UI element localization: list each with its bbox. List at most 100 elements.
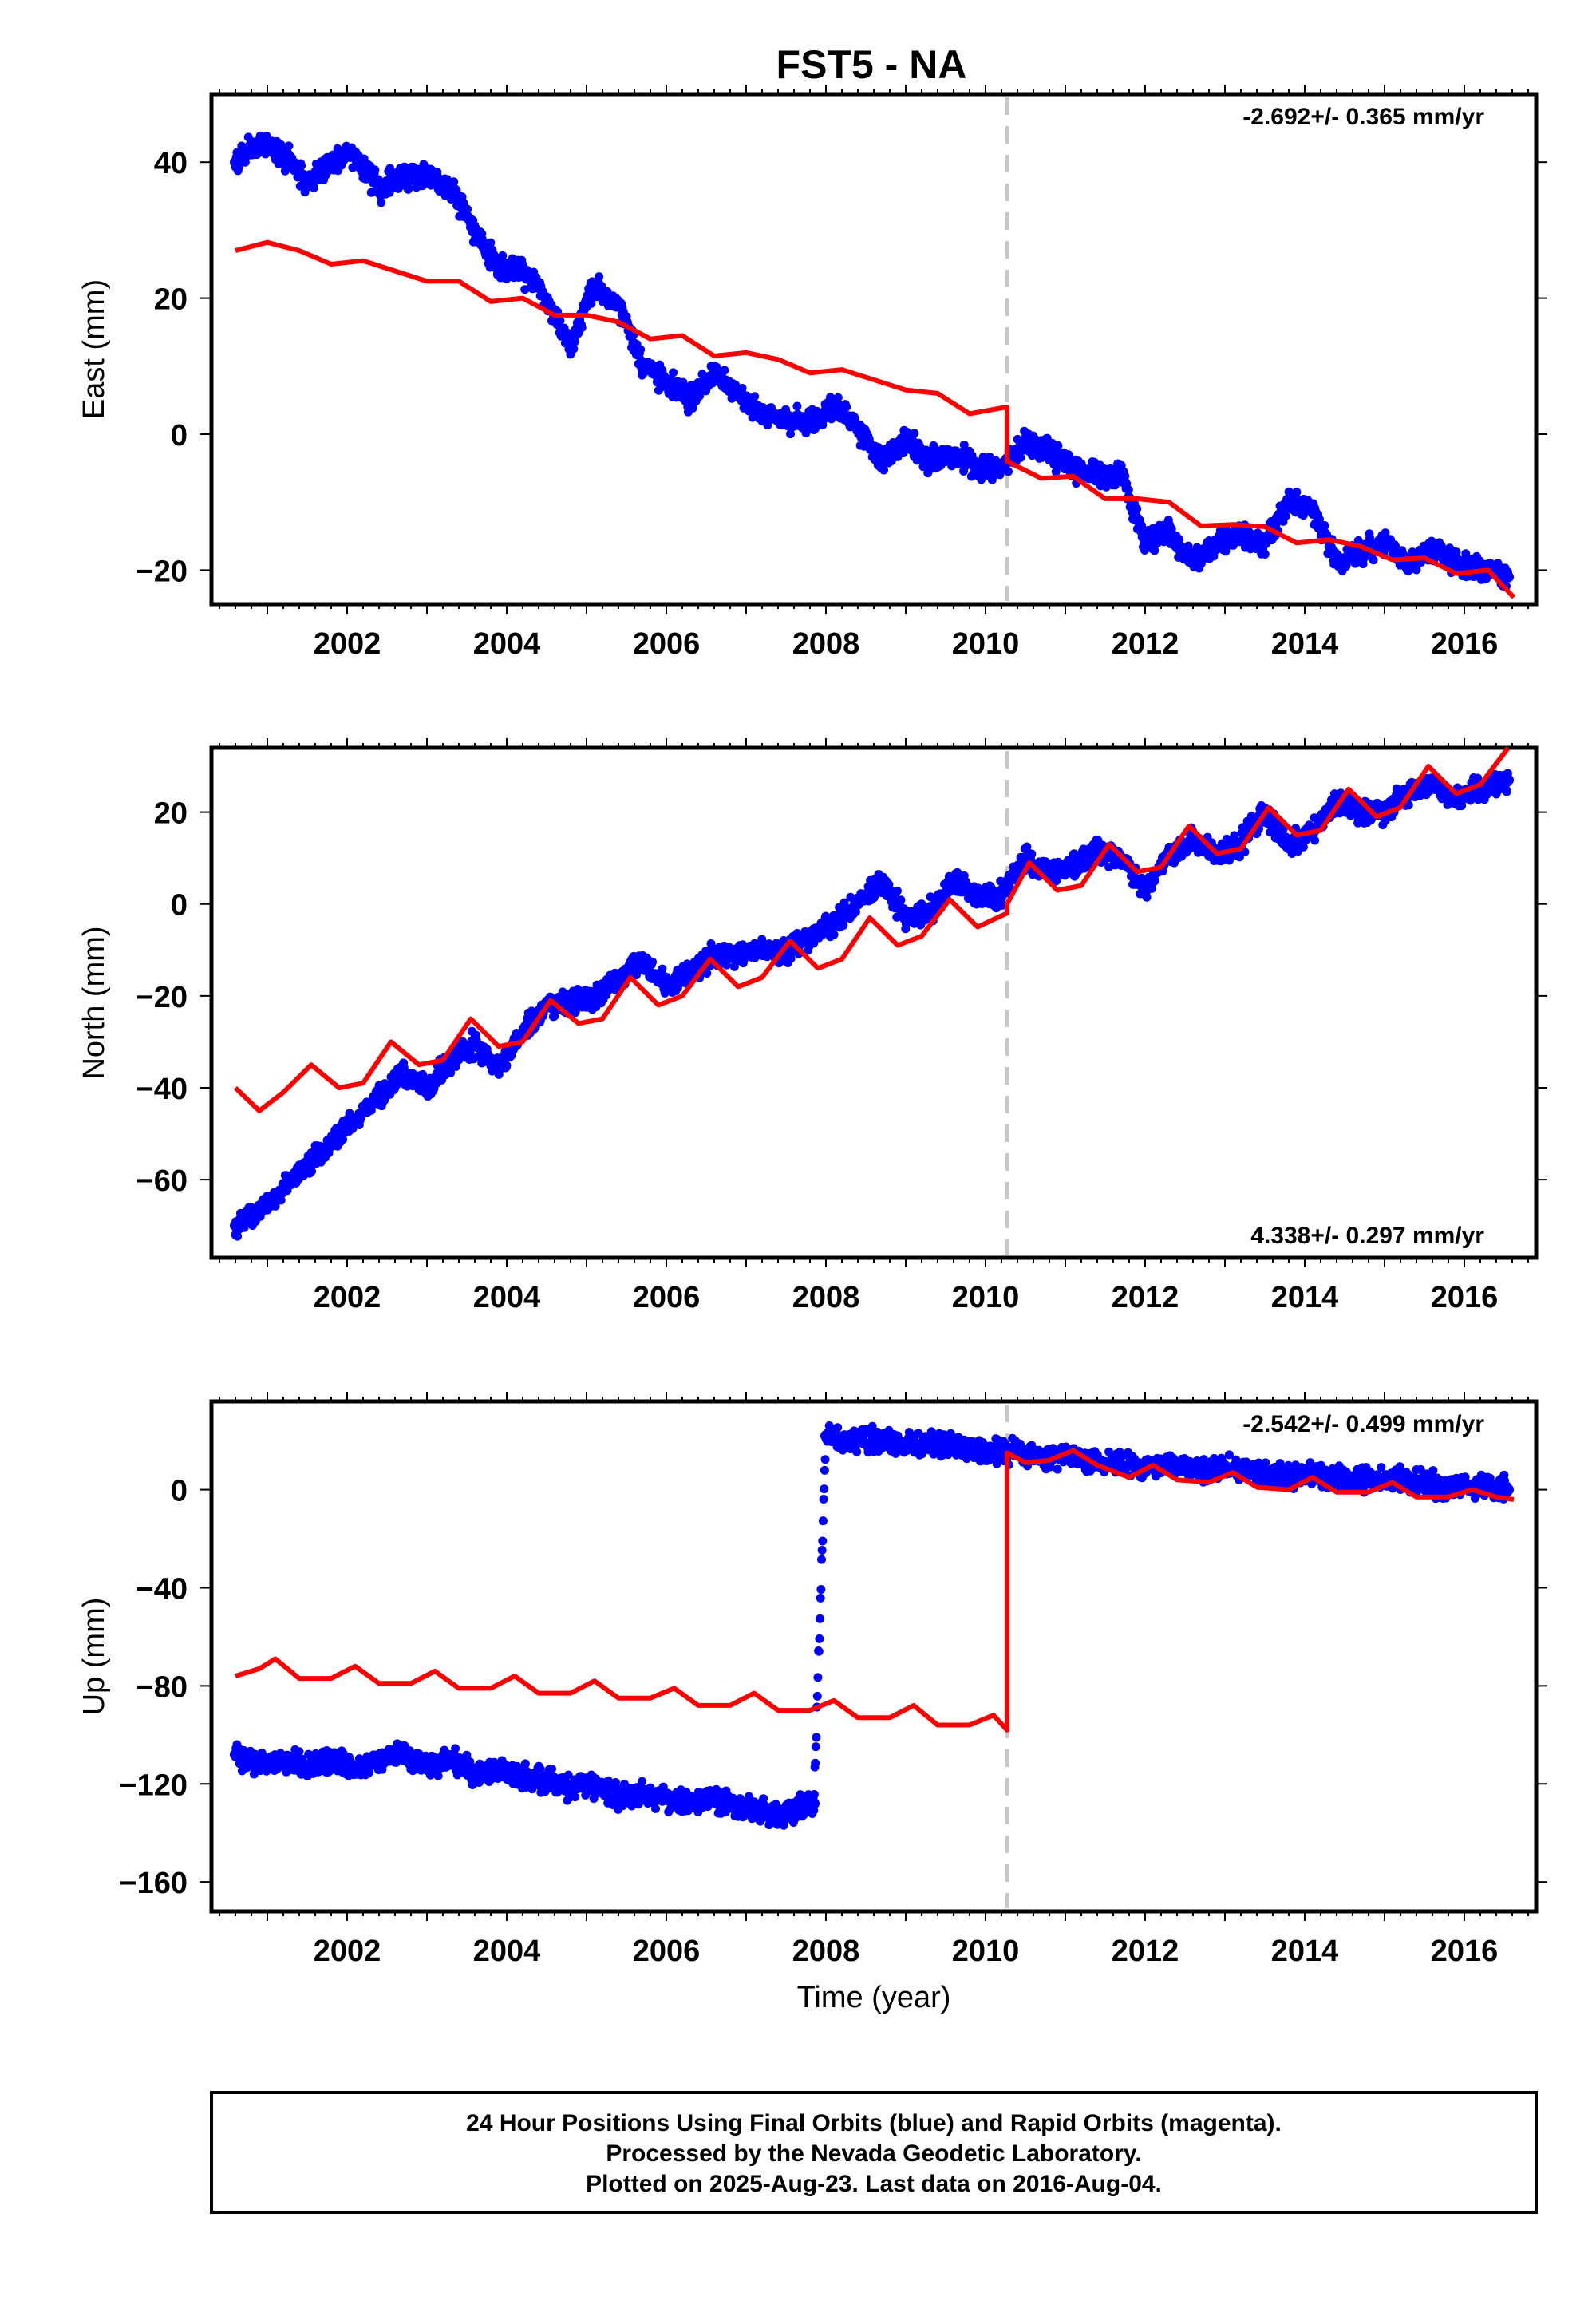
observation-point: [636, 345, 646, 354]
observation-point: [842, 402, 851, 412]
observation-point: [1315, 515, 1324, 524]
observation-point: [1292, 488, 1302, 497]
observation-point: [1221, 547, 1231, 556]
observation-point: [786, 954, 796, 963]
observation-point: [307, 1167, 317, 1176]
observation-point: [1142, 892, 1152, 902]
plot-frame: [209, 745, 1539, 1260]
x-tick-label: 2014: [1271, 627, 1339, 661]
observation-point: [833, 393, 843, 402]
observation-point: [486, 238, 496, 247]
observation-point: [1053, 441, 1063, 450]
observation-point: [1281, 511, 1290, 520]
velocity-label: -2.692+/- 0.365 mm/yr: [1242, 104, 1484, 130]
observation-point: [1260, 549, 1270, 559]
x-tick-label: 2014: [1271, 1281, 1339, 1314]
observation-point: [1027, 849, 1037, 859]
observation-point: [446, 1068, 456, 1077]
observation-point: [1461, 549, 1471, 559]
panel-east: 2002 2004 2006 2008 2010 2012 2014 2016 −20 0 20 40…: [77, 85, 1547, 661]
y-tick-label: 20: [154, 797, 188, 831]
observation-point: [502, 1061, 512, 1070]
figure-title: FST5 - NA: [776, 42, 967, 87]
y-tick-label: −60: [136, 1164, 188, 1198]
y-tick-label: −20: [136, 555, 188, 588]
panel-north: 2002 2004 2006 2008 2010 2012 2014 2016 −60 −40 −2…: [77, 738, 1547, 1314]
x-tick-label: 2012: [1112, 627, 1179, 661]
observation-point: [1183, 541, 1193, 551]
x-tick-label: 2006: [633, 1281, 701, 1314]
y-tick-label: 0: [171, 419, 188, 453]
x-tick-label: 2006: [633, 627, 701, 661]
observation-point: [1148, 883, 1157, 893]
observation-point: [851, 907, 860, 917]
observation-point: [763, 421, 772, 430]
observation-point: [370, 165, 380, 175]
x-tick-label: 2012: [1112, 1281, 1179, 1314]
x-tick-label: 2002: [314, 627, 381, 661]
observation-point: [569, 344, 579, 354]
observation-point: [309, 183, 318, 192]
y-tick-label: 20: [154, 283, 188, 317]
observation-point: [463, 204, 472, 214]
y-axis-label: North (mm): [77, 926, 111, 1079]
x-tick-label: 2010: [952, 627, 1020, 661]
y-tick-label: −20: [136, 981, 188, 1014]
observation-point: [792, 401, 802, 411]
observation-point: [892, 886, 902, 895]
observation-point: [255, 131, 265, 140]
observation-point: [669, 368, 678, 377]
observation-point: [595, 272, 604, 282]
x-tick-label: 2008: [792, 1281, 860, 1314]
observation-point: [1369, 555, 1378, 565]
x-tick-label: 2004: [473, 627, 541, 661]
observation-point: [297, 161, 306, 171]
observation-point: [1004, 467, 1013, 476]
y-axis-label: East (mm): [77, 279, 111, 419]
observations-series: [230, 769, 1514, 1241]
observation-point: [577, 323, 587, 333]
observation-point: [377, 198, 386, 207]
x-tick-label: 2004: [473, 1281, 541, 1314]
observation-point: [233, 1231, 243, 1241]
x-tick-label: 2016: [1431, 1281, 1499, 1314]
x-tick-label: 2016: [1431, 627, 1499, 661]
observation-point: [1320, 521, 1329, 531]
observation-point: [839, 921, 848, 931]
observation-point: [1124, 485, 1133, 495]
observation-point: [786, 429, 795, 439]
observation-point: [449, 177, 459, 187]
y-tick-label: −40: [136, 1073, 188, 1106]
observation-point: [1137, 521, 1147, 531]
observation-point: [498, 251, 508, 260]
y-tick-label: 0: [171, 889, 188, 923]
observation-point: [555, 316, 565, 326]
observations-series: [230, 131, 1514, 592]
observation-point: [998, 900, 1007, 910]
model-fit-line: [235, 239, 1516, 599]
x-tick-label: 2008: [792, 627, 860, 661]
observation-point: [280, 166, 290, 176]
x-tick-label: 2002: [314, 1281, 381, 1314]
observation-point: [896, 895, 906, 905]
y-tick-label: 40: [154, 147, 188, 180]
observation-point: [879, 465, 888, 475]
observation-point: [338, 1135, 348, 1144]
observation-point: [688, 403, 697, 413]
observation-point: [658, 964, 667, 974]
observation-point: [404, 183, 413, 192]
observation-point: [648, 957, 658, 966]
observation-point: [1365, 533, 1375, 543]
observation-point: [1132, 504, 1142, 514]
observation-point: [1503, 567, 1512, 577]
observation-point: [1150, 546, 1159, 555]
observation-point: [750, 392, 760, 401]
observation-point: [276, 1196, 286, 1205]
x-tick-label: 2010: [952, 1281, 1020, 1314]
observation-point: [570, 337, 579, 346]
observation-point: [451, 1062, 460, 1072]
observation-point: [1150, 875, 1159, 885]
observation-point: [720, 366, 729, 375]
observation-point: [284, 141, 294, 151]
